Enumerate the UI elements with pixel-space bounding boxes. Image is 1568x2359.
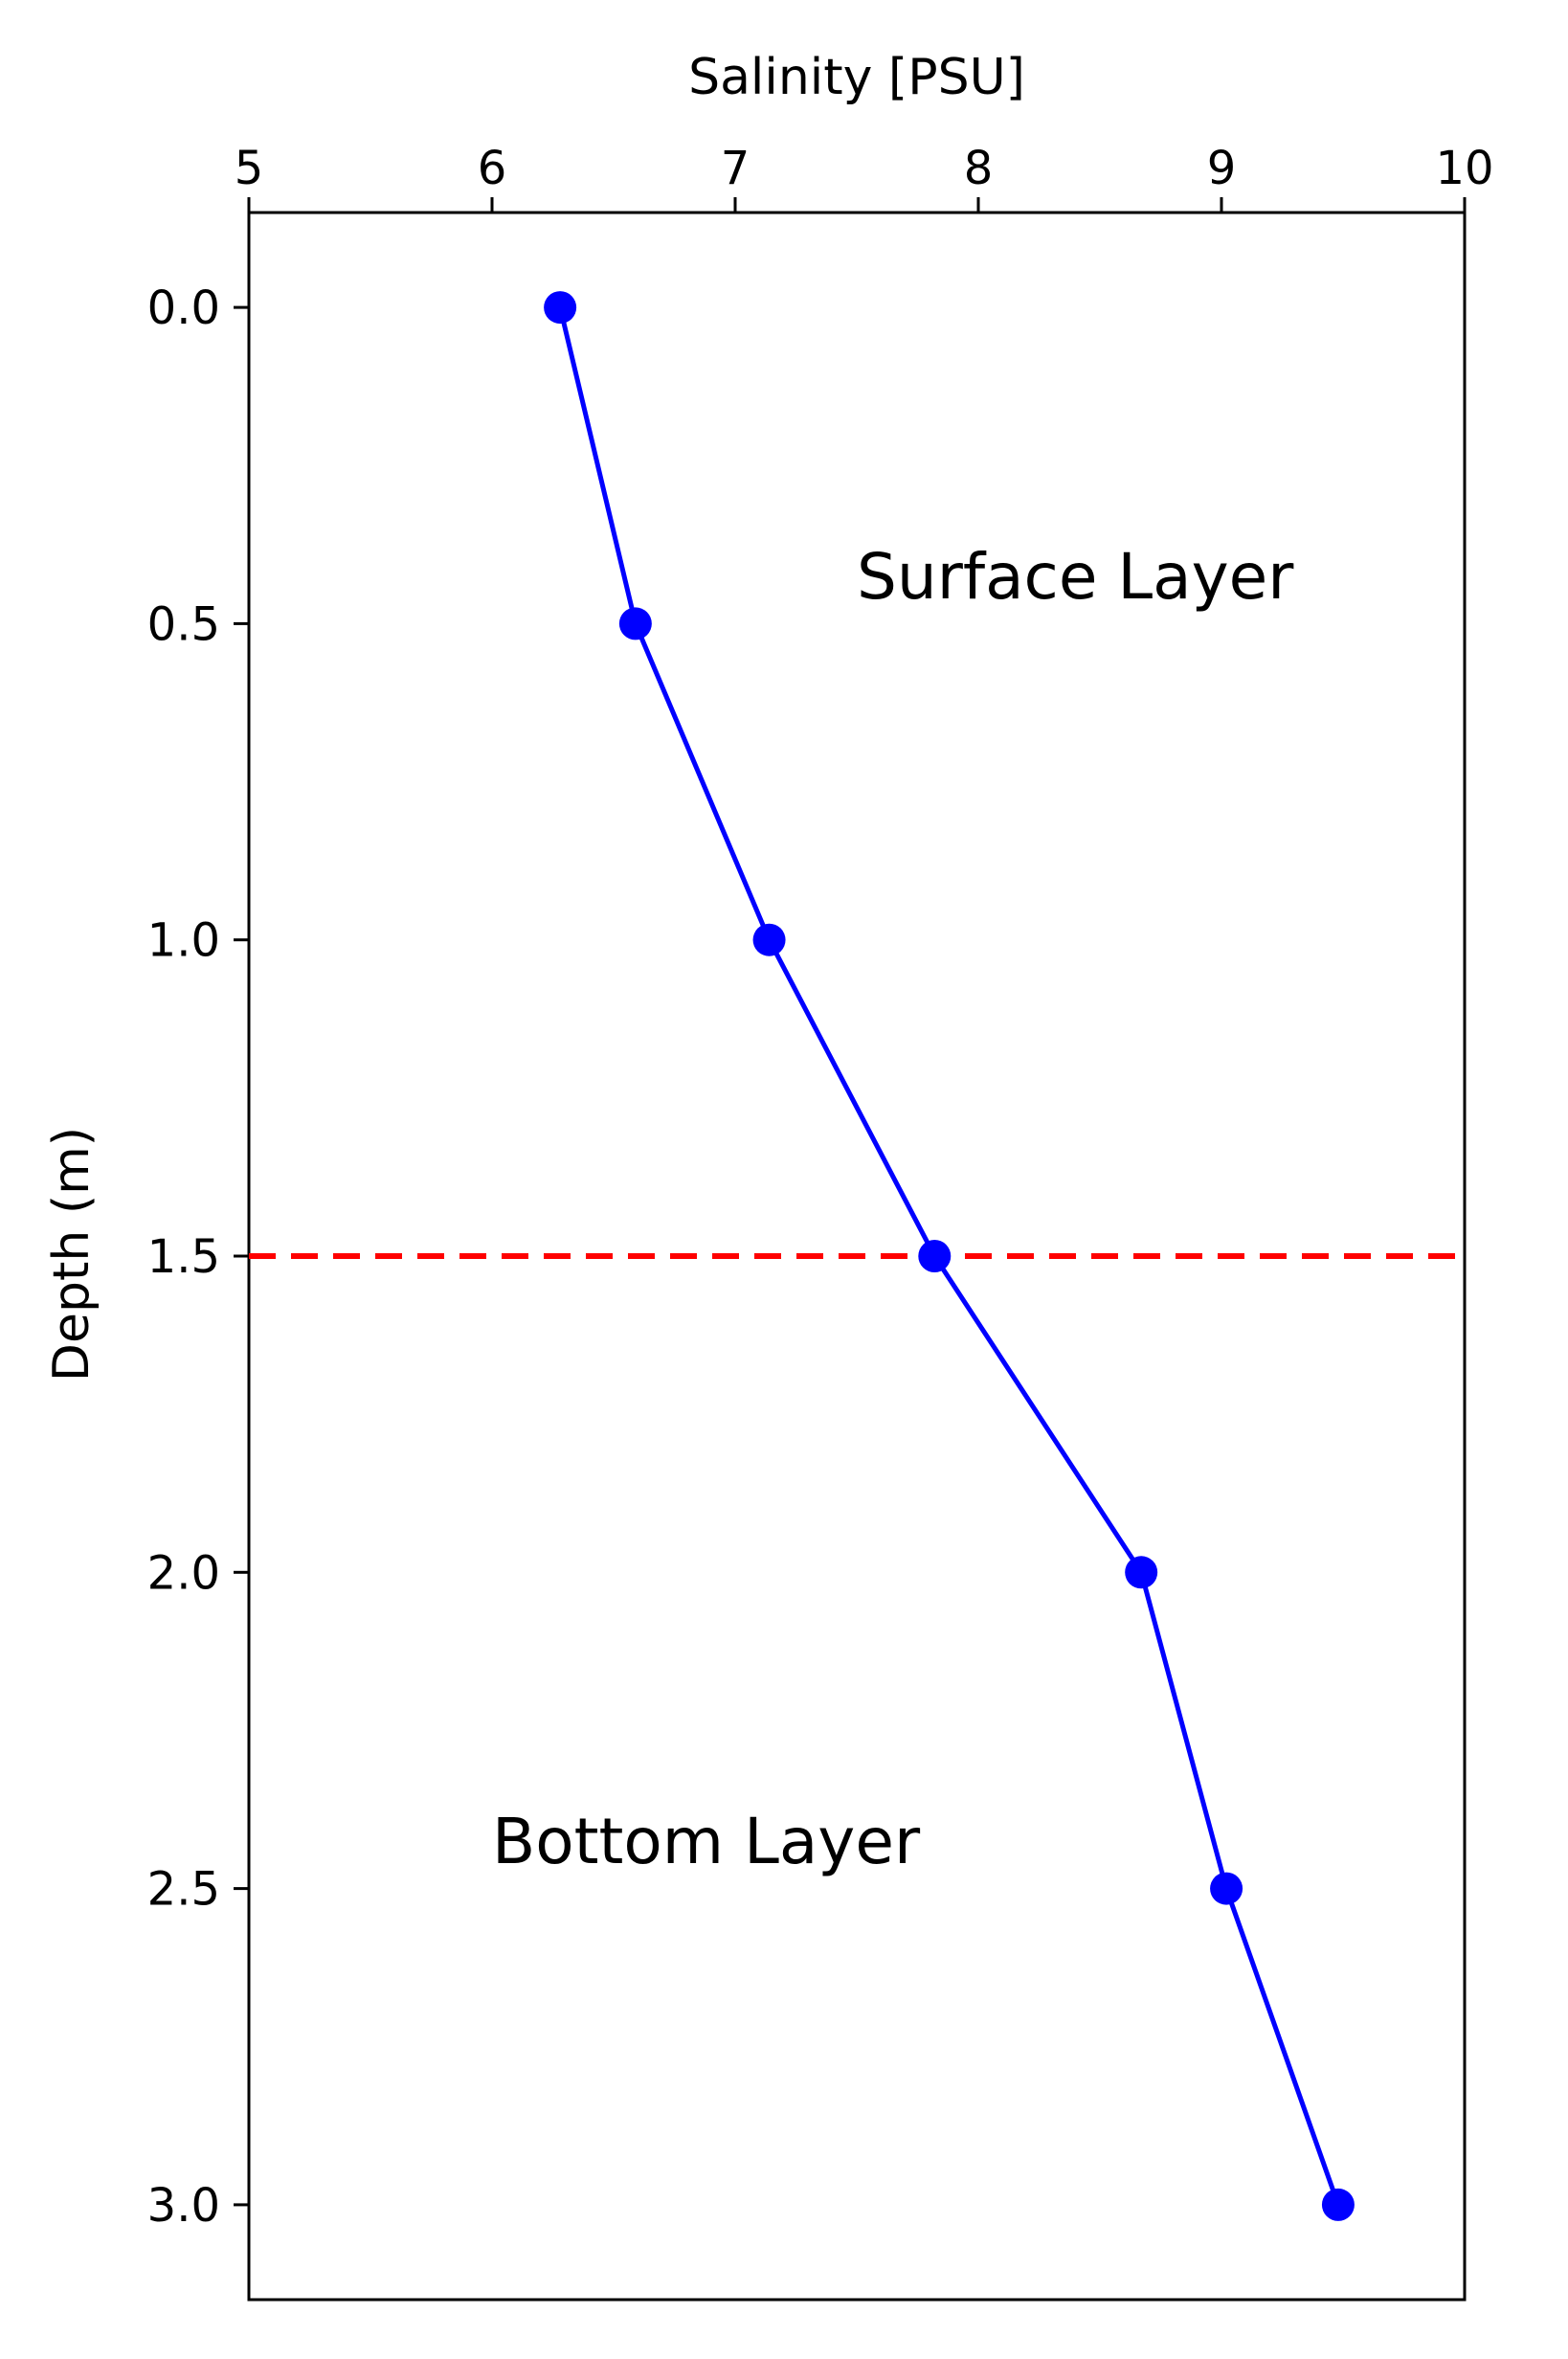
x-axis-label: Salinity [PSU] [688,49,1025,106]
annotation-surface-layer: Surface Layer [857,540,1294,614]
x-tick-label: 5 [235,142,264,195]
x-tick-label: 6 [478,142,507,195]
data-point [618,607,652,640]
data-point [1125,1556,1158,1589]
plot-area: Surface Layer Bottom Layer [247,211,1467,2302]
y-tick-label: 2.5 [147,1863,220,1917]
y-tick-label: 2.0 [147,1546,220,1600]
data-point [544,291,577,325]
y-tick-label: 1.5 [147,1230,220,1284]
data-point [1210,1872,1243,1905]
annotation-bottom-layer: Bottom Layer [492,1805,921,1878]
x-tick-label: 9 [1207,142,1237,195]
x-tick-label: 8 [964,142,994,195]
axes-ticks: 5 6 7 8 9 10 0.0 0.5 1.0 1.5 2.0 2.5 3.0 [147,142,1494,2233]
data-point [752,923,786,956]
y-tick-label: 0.0 [147,281,220,335]
x-tick-label: 7 [721,142,750,195]
x-tick-label: 10 [1435,142,1493,195]
y-tick-label: 1.0 [147,914,220,968]
y-tick-label: 3.0 [147,2179,220,2233]
y-axis-label: Depth (m) [43,1127,101,1382]
data-point [918,1240,952,1272]
y-tick-label: 0.5 [147,597,220,651]
data-point [1321,2188,1355,2221]
